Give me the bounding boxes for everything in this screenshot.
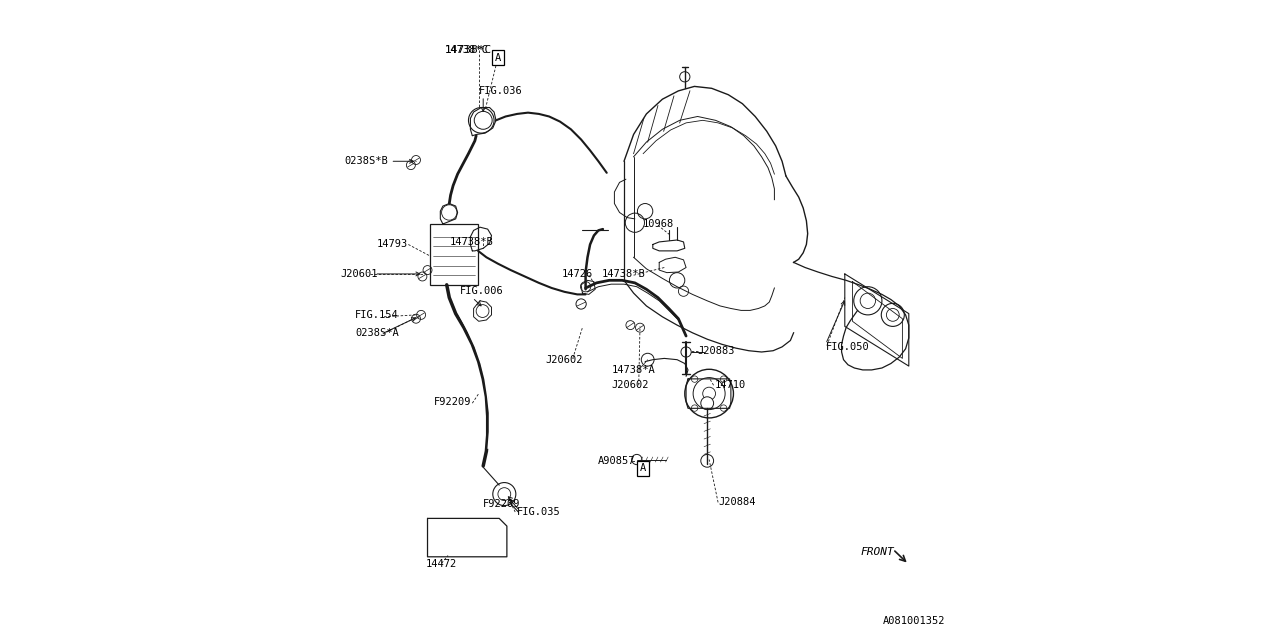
Text: 14738*C: 14738*C [445,45,489,55]
Circle shape [701,454,714,467]
Text: F92209: F92209 [434,397,471,407]
Text: 14738*B: 14738*B [449,237,493,247]
Text: 14793: 14793 [376,239,407,250]
Circle shape [493,483,516,506]
Text: F92209: F92209 [484,499,521,509]
Text: A: A [495,52,500,63]
Text: A90857: A90857 [598,456,635,466]
Text: 14472: 14472 [425,559,457,570]
Text: FRONT: FRONT [860,547,893,557]
Text: J20602: J20602 [545,355,582,365]
Text: 14738*B: 14738*B [602,269,645,279]
Text: J20601: J20601 [340,269,378,279]
Text: FIG.035: FIG.035 [517,507,561,517]
Text: 14738*C: 14738*C [445,45,492,55]
Text: J20884: J20884 [718,497,755,508]
Bar [430,224,479,285]
Text: FIG.006: FIG.006 [460,286,503,296]
Text: FIG.154: FIG.154 [356,310,399,320]
Text: J20602: J20602 [612,380,649,390]
Text: 0238S*A: 0238S*A [356,328,399,338]
Text: 10968: 10968 [643,219,673,229]
Text: FIG.036: FIG.036 [479,86,522,96]
Text: A: A [640,463,646,474]
Text: FIG.050: FIG.050 [826,342,869,352]
Text: A081001352: A081001352 [883,616,946,626]
Text: 0238S*B: 0238S*B [344,156,388,166]
Text: 14726: 14726 [562,269,593,279]
Circle shape [701,397,714,410]
Circle shape [685,369,733,418]
Text: J20883: J20883 [698,346,735,356]
Text: 14738*A: 14738*A [612,365,655,375]
Text: 14710: 14710 [714,380,745,390]
